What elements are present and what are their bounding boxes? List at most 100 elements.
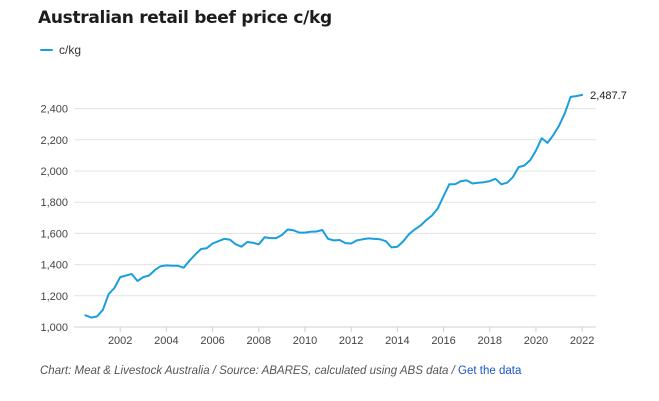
- x-tick-label: 2004: [154, 335, 178, 347]
- x-tick-label: 2022: [570, 335, 594, 347]
- data-point: [244, 239, 250, 245]
- data-point: [389, 244, 395, 250]
- data-point: [238, 244, 244, 250]
- y-tick-label: 2,200: [40, 135, 68, 147]
- data-point: [83, 312, 89, 318]
- data-point: [533, 148, 539, 154]
- data-point: [158, 263, 164, 269]
- data-point: [233, 241, 239, 247]
- data-point: [279, 232, 285, 238]
- x-tick-label: 2014: [385, 335, 409, 347]
- data-point: [123, 273, 129, 279]
- x-tick-label: 2020: [524, 335, 548, 347]
- y-tick-label: 1,600: [40, 228, 68, 240]
- data-point: [169, 263, 175, 269]
- data-point: [325, 236, 331, 242]
- legend-label: c/kg: [59, 43, 82, 57]
- data-point: [302, 230, 308, 236]
- data-point: [192, 251, 198, 257]
- data-point: [106, 291, 112, 297]
- data-point: [360, 236, 366, 242]
- data-point: [181, 265, 187, 271]
- data-point: [308, 229, 314, 235]
- data-point: [504, 180, 510, 186]
- data-point: [527, 157, 533, 163]
- y-tick-label: 2,000: [40, 166, 68, 178]
- data-point: [469, 180, 475, 186]
- data-point: [521, 163, 527, 169]
- y-tick-label: 1,200: [40, 291, 68, 303]
- data-point: [573, 93, 579, 99]
- chart-title: Australian retail beef price c/kg: [38, 8, 332, 28]
- data-point: [568, 94, 574, 100]
- data-point: [267, 235, 273, 241]
- series-line: [84, 93, 584, 319]
- data-point: [441, 193, 447, 199]
- chart-legend: c/kg: [40, 43, 81, 57]
- data-point: [331, 237, 337, 243]
- data-point: [365, 235, 371, 241]
- data-point: [423, 217, 429, 223]
- data-point: [464, 177, 470, 183]
- end-value-label: 2,487.7: [590, 90, 627, 102]
- y-axis-ticks: 1,000 1,200 1,400 1,600 1,800 2,000 2,200 2,400: [40, 104, 68, 334]
- data-point: [256, 241, 262, 247]
- data-point: [458, 178, 464, 184]
- data-point: [296, 230, 302, 236]
- source-caption: Chart: Meat & Livestock Australia / Sour…: [40, 365, 459, 377]
- data-point: [186, 258, 192, 264]
- data-point: [227, 237, 233, 243]
- data-point: [111, 285, 117, 291]
- data-point: [140, 274, 146, 280]
- x-tick-label: 2002: [108, 335, 132, 347]
- y-tick-label: 2,400: [40, 104, 68, 116]
- data-point: [412, 227, 418, 233]
- data-point: [400, 239, 406, 245]
- data-point: [394, 244, 400, 250]
- x-tick-label: 2006: [200, 335, 224, 347]
- data-point: [498, 181, 504, 187]
- y-tick-label: 1,000: [40, 322, 68, 334]
- data-point: [146, 273, 152, 279]
- data-point: [579, 92, 585, 98]
- data-point: [487, 178, 493, 184]
- data-point: [406, 231, 412, 237]
- data-point: [221, 236, 227, 242]
- data-point: [273, 235, 279, 241]
- data-point: [117, 274, 123, 280]
- data-point: [544, 140, 550, 146]
- data-point: [562, 110, 568, 116]
- data-point: [135, 278, 141, 284]
- data-point: [493, 176, 499, 182]
- data-point: [285, 227, 291, 233]
- line-chart: 1,000 1,200 1,400 1,600 1,800 2,000 2,200 2,400…: [40, 90, 627, 347]
- data-point: [550, 132, 556, 138]
- get-the-data-link[interactable]: Get the data: [458, 365, 522, 377]
- data-point: [290, 227, 296, 233]
- data-point: [452, 181, 458, 187]
- data-point: [210, 241, 216, 247]
- data-point: [516, 164, 522, 170]
- data-point: [354, 237, 360, 243]
- data-point: [435, 205, 441, 211]
- data-point: [342, 240, 348, 246]
- data-point: [129, 271, 135, 277]
- data-point: [314, 229, 320, 235]
- gridlines: [74, 108, 596, 328]
- data-point: [100, 307, 106, 313]
- y-tick-label: 1,400: [40, 260, 68, 272]
- data-point: [319, 227, 325, 233]
- data-point: [175, 263, 181, 269]
- data-point: [556, 123, 562, 129]
- data-point: [510, 174, 516, 180]
- data-point: [250, 240, 256, 246]
- legend-swatch: [40, 49, 53, 51]
- x-tick-label: 2012: [339, 335, 363, 347]
- data-point: [163, 262, 169, 268]
- data-point: [198, 246, 204, 252]
- data-point: [446, 181, 452, 187]
- y-tick-label: 1,800: [40, 197, 68, 209]
- data-point: [88, 315, 94, 321]
- data-point: [377, 236, 383, 242]
- data-point: [94, 313, 100, 319]
